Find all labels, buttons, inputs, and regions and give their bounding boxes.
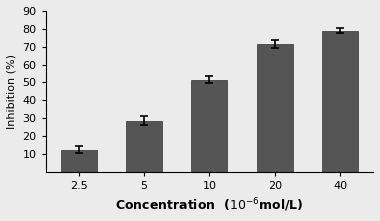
Bar: [60, 150, 97, 172]
Bar: [192, 80, 227, 172]
Y-axis label: Inhibition (%): Inhibition (%): [7, 54, 17, 129]
X-axis label: Concentration  ($10^{-6}$mol/L): Concentration ($10^{-6}$mol/L): [115, 196, 304, 214]
Bar: [126, 121, 162, 172]
Bar: [257, 44, 293, 172]
Bar: [322, 31, 358, 172]
